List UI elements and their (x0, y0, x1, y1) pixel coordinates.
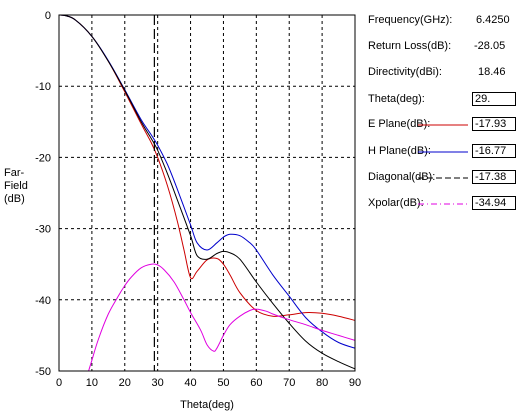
x-tick-label: 70 (283, 377, 295, 389)
series-line-h-plane (58, 14, 356, 349)
return-loss-label: Return Loss(dB): (368, 40, 452, 52)
y-axis-label-line: Far- (4, 167, 25, 179)
theta-value-box[interactable]: 29. (472, 92, 516, 106)
x-tick-label: 40 (184, 377, 196, 389)
legend-label-diagonal: Diagonal(dB): (368, 171, 436, 183)
legend-swatch-diagonal (418, 177, 468, 179)
frequency-label: Frequency(GHz): (368, 14, 453, 26)
theta-label: Theta(deg): (368, 93, 425, 105)
frequency-value: 6.4250 (476, 14, 510, 26)
legend-label-h-plane: H Plane(dB): (368, 145, 431, 157)
y-tick-label: -50 (35, 366, 51, 378)
y-tick-label: -30 (35, 224, 51, 236)
series-line-e-plane (58, 14, 356, 321)
directivity-label: Directivity(dBi): (368, 66, 442, 78)
y-tick-label: -10 (35, 81, 51, 93)
chart-curves (58, 14, 356, 372)
return-loss-value: -28.05 (474, 40, 506, 52)
directivity-value: 18.46 (478, 66, 506, 78)
x-tick-label: 0 (56, 377, 62, 389)
legend-value-xpolar: -34.94 (472, 196, 516, 210)
legend-swatch-h-plane (418, 151, 468, 153)
y-tick-label: -20 (35, 152, 51, 164)
legend-value-e-plane: -17.93 (472, 117, 516, 131)
series-line-diagonal (58, 14, 356, 370)
legend-value-diagonal: -17.38 (472, 170, 516, 184)
y-tick-label: -40 (35, 295, 51, 307)
x-tick-label: 60 (250, 377, 262, 389)
x-tick-label: 10 (86, 377, 98, 389)
y-axis-label-line: (dB) (4, 193, 25, 205)
y-axis-label: Far-Field (dB) (4, 167, 28, 205)
y-tick-label: 0 (45, 10, 51, 22)
legend-value-h-plane: -16.77 (472, 144, 516, 158)
plot-frame (58, 14, 356, 372)
x-tick-label: 90 (349, 377, 361, 389)
y-axis-label-line: Field (4, 180, 28, 192)
legend-label-e-plane: E Plane(dB): (368, 118, 431, 130)
chart-ticks: 0 10 20 30 40 50 60 70 80 90 0 -10 -20 -30 -40 -50 (35, 10, 361, 389)
series-line-xpolar (88, 263, 356, 372)
x-axis-label: Theta(deg) (180, 399, 234, 411)
legend-label-xpolar: Xpolar(dB): (368, 197, 424, 209)
x-tick-label: 20 (119, 377, 131, 389)
legend-swatch-xpolar (418, 203, 468, 205)
x-tick-label: 30 (152, 377, 164, 389)
legend-swatch-e-plane (418, 124, 468, 126)
chart-grid (59, 15, 355, 371)
x-tick-label: 80 (316, 377, 328, 389)
x-tick-label: 50 (217, 377, 229, 389)
